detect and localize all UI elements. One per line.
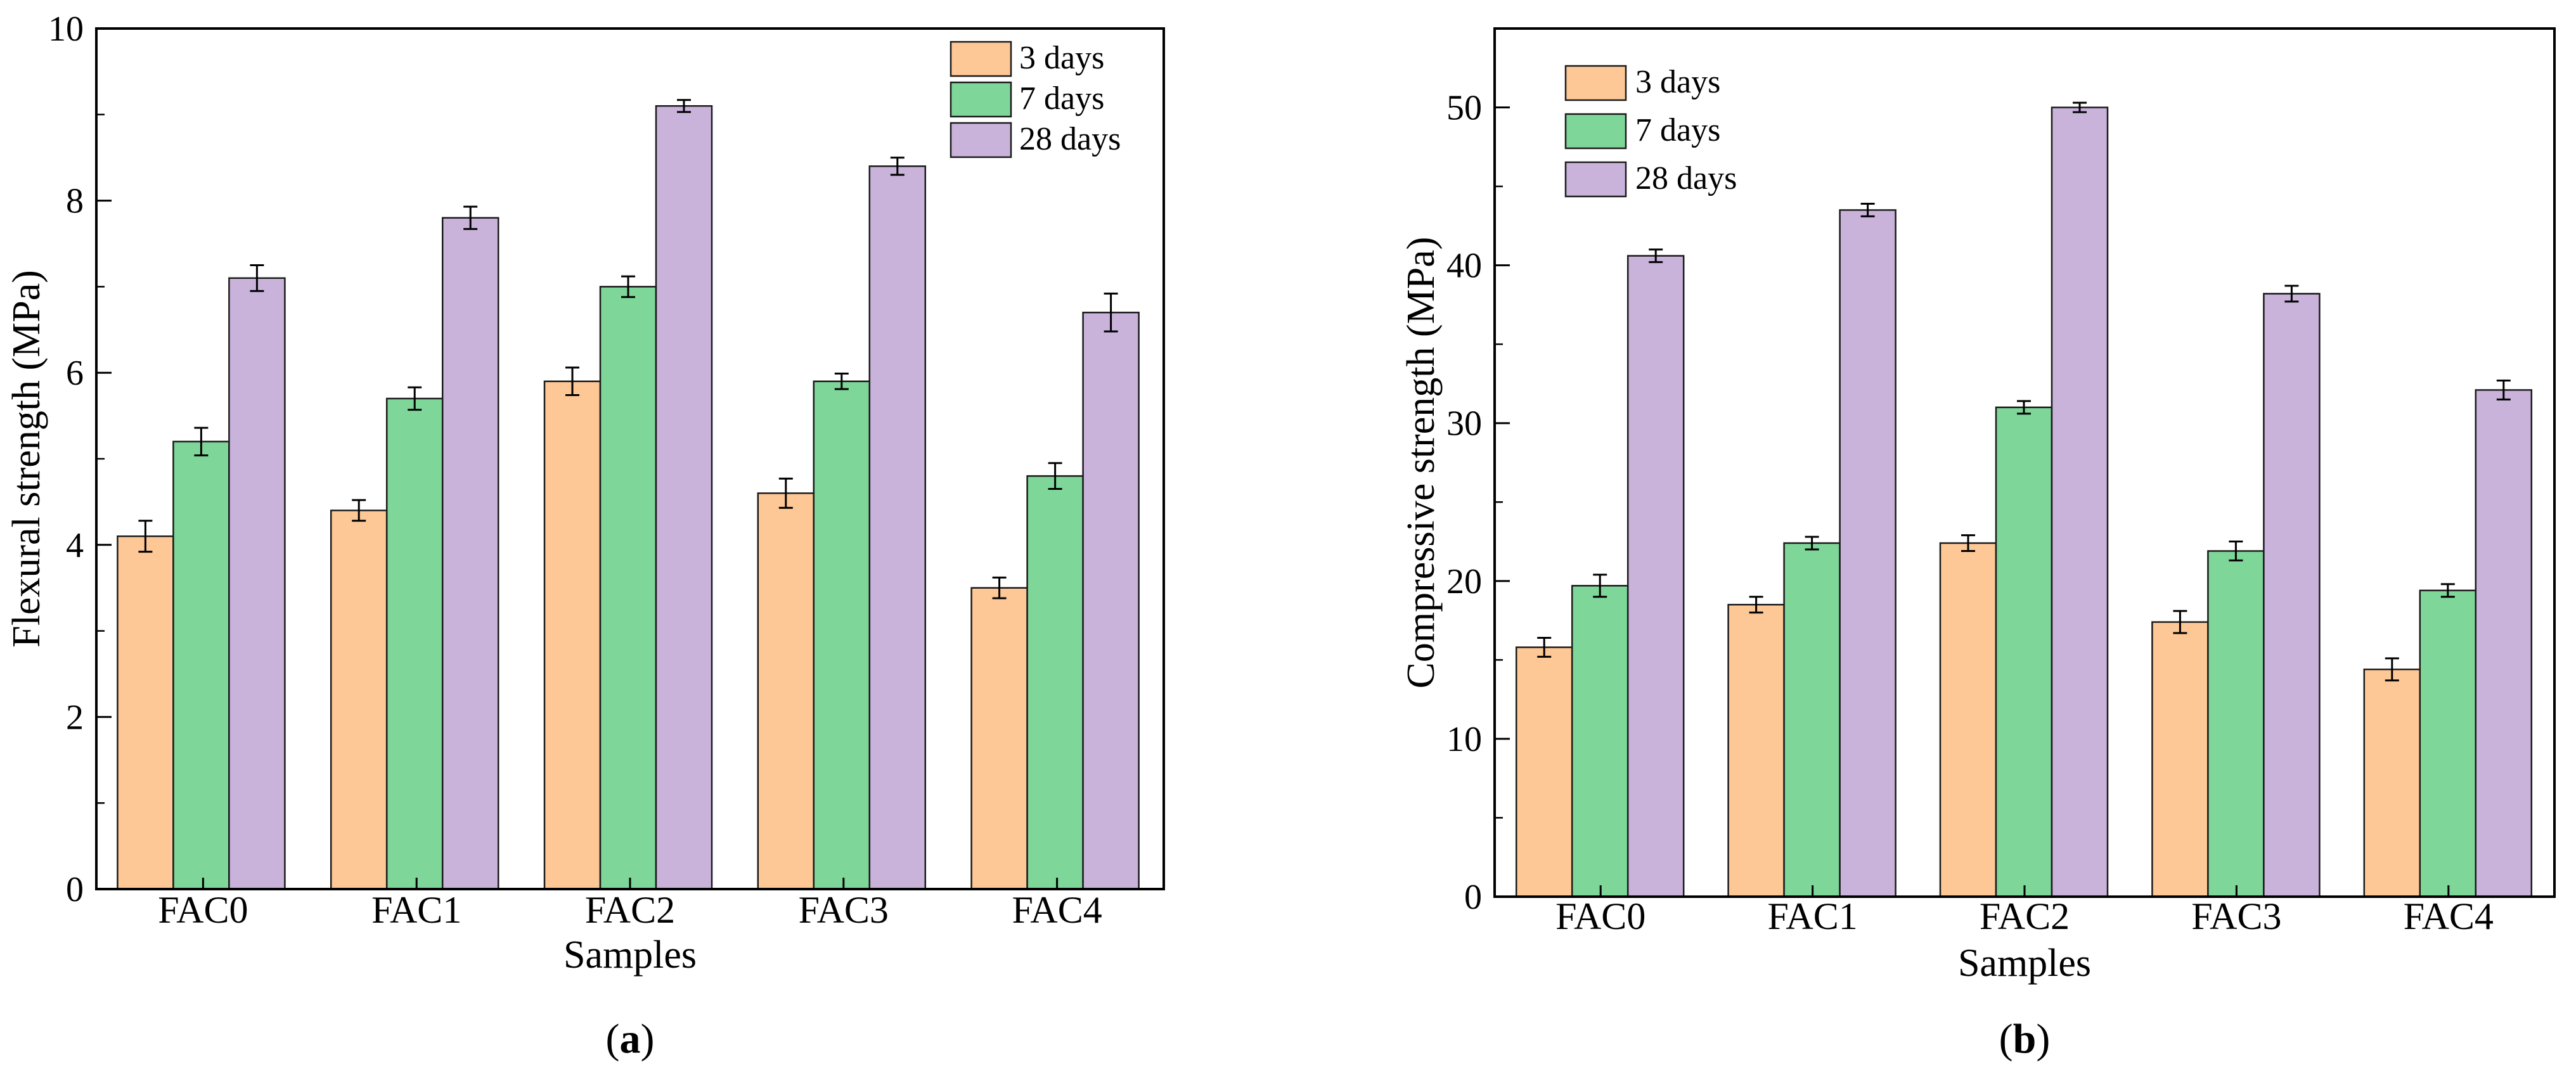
bar-fac1-28-days <box>1839 209 1897 898</box>
y-tick-label: 10 <box>48 10 84 49</box>
panel-label-close: ) <box>2036 1016 2050 1062</box>
bar-fac3-28-days <box>868 165 927 890</box>
y-tick-label: 10 <box>1446 720 1482 759</box>
bar-fac4-7-days <box>2419 589 2477 898</box>
bar-fac2-7-days <box>599 286 657 890</box>
bar-fac1-3-days <box>330 509 388 890</box>
x-axis-title: Samples <box>564 933 697 977</box>
bar-fac4-28-days <box>2475 389 2533 898</box>
y-axis-title: Flexural strength (MPa) <box>5 270 48 648</box>
legend-label: 28 days <box>1019 121 1121 157</box>
x-tick-label: FAC4 <box>2404 895 2494 937</box>
bar-fac0-3-days <box>117 535 174 890</box>
legend-swatch <box>950 41 1012 77</box>
bar-fac1-3-days <box>1727 603 1785 898</box>
panel-label-close: ) <box>641 1016 655 1062</box>
x-tick-label: FAC2 <box>585 889 675 931</box>
plot-frame <box>1493 27 2556 898</box>
legend-swatch <box>1564 113 1627 150</box>
panel-label-letter: b <box>2013 1016 2037 1062</box>
legend-label: 3 days <box>1019 40 1104 76</box>
y-tick-label: 50 <box>1446 89 1482 128</box>
bar-fac2-28-days <box>2051 106 2109 898</box>
panel-label: (b) <box>1999 1016 2051 1062</box>
bar-fac4-28-days <box>1082 311 1140 890</box>
y-axis-title: Compressive strength (MPa) <box>1400 237 1443 689</box>
x-tick-label: FAC1 <box>1767 895 1857 937</box>
y-tick-label: 0 <box>1464 878 1482 917</box>
legend-swatch <box>950 81 1012 118</box>
bar-fac1-7-days <box>1783 542 1841 898</box>
y-tick-label: 30 <box>1446 404 1482 444</box>
bar-fac1-7-days <box>385 397 444 890</box>
bar-fac4-3-days <box>2363 669 2421 898</box>
x-tick-label: FAC0 <box>1555 895 1645 937</box>
x-tick-label: FAC0 <box>158 889 248 931</box>
y-tick-label: 40 <box>1446 247 1482 286</box>
bar-fac0-28-days <box>228 277 286 890</box>
bar-fac3-3-days <box>2151 621 2209 898</box>
legend-label: 7 days <box>1635 112 1720 148</box>
bar-fac3-7-days <box>813 380 871 890</box>
y-tick-label: 6 <box>66 354 84 393</box>
chart-panel-a: FAC0 FAC1 FAC2 FAC3 FAC4 0 2 4 6 8 10 Flexural stre… <box>5 10 1165 1062</box>
bar-fac0-7-days <box>172 440 230 890</box>
legend-label: 28 days <box>1635 160 1737 196</box>
y-tick-label: 8 <box>66 182 84 221</box>
x-tick-label: FAC2 <box>1980 895 2070 937</box>
bar-fac0-3-days <box>1515 646 1573 898</box>
y-tick-label: 4 <box>66 526 84 565</box>
bar-fac2-3-days <box>543 380 602 890</box>
bar-fac3-7-days <box>2207 550 2265 898</box>
panel-label-open: ( <box>1999 1016 2013 1062</box>
bar-fac0-28-days <box>1626 255 1685 898</box>
legend-swatch <box>950 122 1012 158</box>
bar-fac0-7-days <box>1571 585 1629 898</box>
x-axis-title: Samples <box>1958 942 2091 985</box>
bar-fac4-7-days <box>1026 475 1084 890</box>
bar-fac1-28-days <box>441 217 499 890</box>
legend: 3 days 7 days 28 days <box>950 40 1121 158</box>
legend-label: 3 days <box>1635 64 1720 100</box>
legend-label: 7 days <box>1019 80 1104 117</box>
bar-fac2-3-days <box>1939 542 1997 898</box>
legend: 3 days 7 days 28 days <box>1564 64 1737 198</box>
panel-label-letter: a <box>620 1016 641 1062</box>
legend-swatch <box>1564 65 1627 101</box>
bar-fac4-3-days <box>970 587 1028 890</box>
x-tick-label: FAC1 <box>371 889 461 931</box>
y-tick-label: 20 <box>1446 562 1482 601</box>
legend-swatch <box>1564 161 1627 198</box>
x-tick-label: FAC3 <box>799 889 889 931</box>
x-tick-label: FAC3 <box>2191 895 2281 937</box>
bar-fac2-7-days <box>1995 406 2053 898</box>
y-tick-label: 2 <box>66 698 84 737</box>
bar-fac2-28-days <box>655 105 713 890</box>
bar-fac3-28-days <box>2263 293 2321 898</box>
y-tick-label: 0 <box>66 870 84 909</box>
panel-label: (a) <box>606 1016 655 1062</box>
x-tick-label: FAC4 <box>1012 889 1102 931</box>
panel-label-open: ( <box>606 1016 620 1062</box>
chart-panel-b: FAC0 FAC1 FAC2 FAC3 FAC4 0 10 20 30 40 50 Compressi… <box>1400 27 2556 1062</box>
bar-fac3-3-days <box>757 492 815 890</box>
